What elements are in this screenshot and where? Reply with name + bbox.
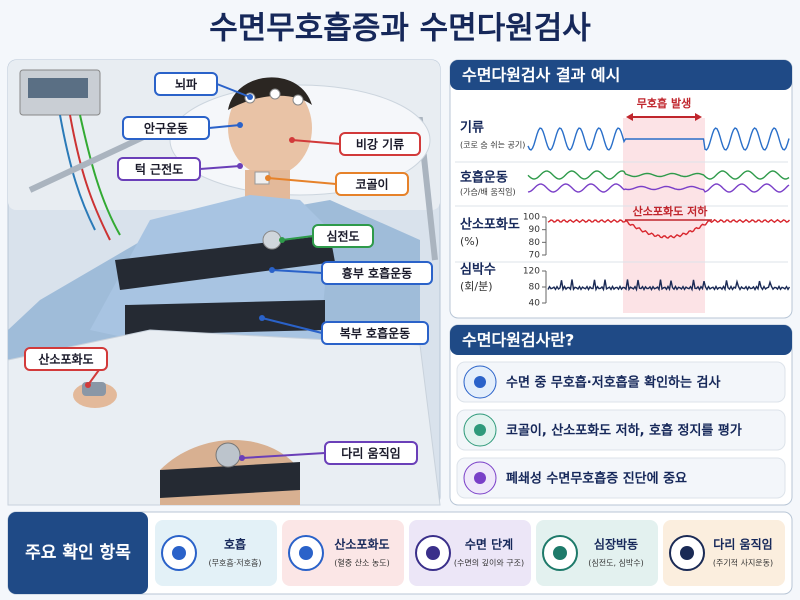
row-sub: (가슴/배 움직임) [460, 187, 516, 197]
label-box [122, 116, 210, 140]
photo-label: 다리 움직임 [341, 446, 400, 461]
label-box [321, 261, 433, 285]
about-text: 폐쇄성 수면무호흡증 진단에 중요 [506, 471, 687, 487]
key-title-box [8, 512, 148, 594]
label-box [324, 441, 418, 465]
arrow-head [237, 163, 243, 169]
photo-label: 흉부 호흡운동 [342, 266, 412, 281]
photo-label: 산소포화도 [38, 352, 93, 367]
label-arrow [208, 124, 241, 129]
row-label: 심박수 [460, 262, 496, 278]
key-icon-dot [426, 546, 440, 560]
label-arrow [281, 235, 314, 241]
waveform [527, 170, 790, 180]
arrow-head [265, 175, 271, 181]
waveform [547, 218, 791, 239]
key-icon-dot [172, 546, 186, 560]
key-icon-dot [553, 546, 567, 560]
waveform [547, 279, 791, 292]
key-label: 산소포화도 [334, 537, 389, 552]
about-title: 수면다원검사란? [462, 331, 574, 350]
about-item [456, 409, 786, 451]
key-label: 심장박동 [594, 537, 638, 552]
label-arrow [199, 165, 241, 170]
label-box [339, 132, 421, 156]
arrow-head [259, 315, 265, 321]
tick-label: 40 [529, 299, 541, 309]
tick-label: 70 [529, 251, 541, 261]
about-icon-dot [474, 424, 486, 436]
desat-label: 산소포화도 저하 [633, 204, 709, 218]
key-label: 호흡 [224, 537, 246, 552]
waveform [527, 183, 790, 193]
result-title: 수면다원검사 결과 예시 [462, 66, 620, 85]
label-arrow [267, 177, 337, 185]
photo-label: 턱 근전도 [135, 162, 183, 177]
about-icon-dot [474, 472, 486, 484]
key-icon-dot [680, 546, 694, 560]
row-label: 산소포화도 [460, 217, 520, 233]
apnea-label: 무호흡 발생 [637, 96, 691, 110]
arrow-head [247, 94, 253, 100]
row-label: 기류 [460, 121, 484, 136]
row-sub: (코로 숨 쉬는 공기) [460, 141, 525, 150]
arrow-head [279, 237, 285, 243]
photo-label: 뇌파 [175, 77, 197, 92]
key-icon-dot [299, 546, 313, 560]
photo-label: 코골이 [355, 177, 388, 192]
tick-label: 80 [529, 238, 541, 248]
arrow-head [289, 137, 295, 143]
label-arrow [271, 269, 323, 274]
result-panel [449, 59, 793, 319]
photo-label: 심전도 [326, 229, 359, 244]
key-sub: (심전도, 심박수) [588, 558, 644, 568]
key-label: 다리 움직임 [713, 537, 772, 552]
tick-label: 120 [523, 267, 540, 277]
photo-label: 복부 호흡운동 [340, 326, 410, 341]
key-label: 수면 단계 [465, 537, 513, 552]
label-arrow [291, 139, 341, 145]
label-box [321, 321, 429, 345]
key-sub: (혈중 산소 농도) [334, 558, 390, 568]
waveform [527, 127, 790, 151]
label-arrow [241, 452, 326, 459]
row-label: 호흡운동 [460, 170, 508, 186]
tick-label: 80 [529, 283, 541, 293]
label-box [117, 157, 201, 181]
label-box [24, 347, 108, 371]
about-icon-dot [474, 376, 486, 388]
label-box [312, 224, 374, 248]
page-title: 수면무호흡증과 수면다원검사 [209, 11, 591, 47]
row-sub: (회/분) [460, 280, 493, 293]
arrow-head [85, 382, 91, 388]
about-item [456, 361, 786, 403]
row-sub: (%) [460, 235, 479, 248]
about-text: 코골이, 산소포화도 저하, 호흡 정지를 평가 [506, 423, 742, 439]
key-title: 주요 확인 항목 [25, 542, 131, 563]
tick-label: 100 [523, 213, 540, 223]
tick-label: 90 [529, 225, 541, 235]
photo-label: 비강 기류 [356, 137, 404, 152]
photo-label: 안구운동 [144, 121, 188, 136]
label-box [154, 72, 218, 96]
label-box [335, 172, 409, 196]
label-arrow [216, 83, 251, 98]
key-sub: (주기적 사지운동) [713, 558, 773, 568]
about-text: 수면 중 무호흡·저호흡을 확인하는 검사 [506, 375, 720, 391]
about-item [456, 457, 786, 499]
key-sub: (수면의 깊이와 구조) [454, 558, 524, 568]
key-sub: (무호흡·저호흡) [209, 558, 262, 568]
label-arrow [261, 317, 323, 334]
arrow-head [239, 455, 245, 461]
arrow-head [269, 267, 275, 273]
arrow-head [237, 122, 243, 128]
